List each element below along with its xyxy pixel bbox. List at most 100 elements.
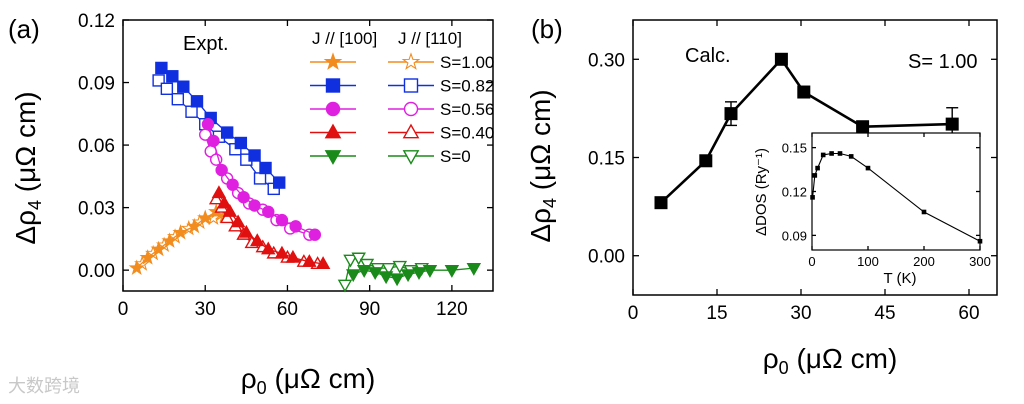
panel-b-ylabel: Δρ4 (μΩ cm) <box>525 89 560 242</box>
data-point-S=0.40-x100 <box>285 249 301 263</box>
data-point-S=0-x100 <box>389 273 405 287</box>
data-point-S=0.56-x100 <box>308 228 322 241</box>
inset-xtick-label: 300 <box>969 254 991 269</box>
panel-a: (a) 0 30 60 90 120 0.00 0.03 0.06 0.09 0.12 Expt.… <box>8 11 494 398</box>
series-line-S=0.56-x100 <box>207 124 316 236</box>
panel-b-xlabel: ρ0 (μΩ cm) <box>763 343 898 378</box>
inset-data-point <box>820 152 826 158</box>
data-point-S=0.82-x110 <box>253 172 267 185</box>
panel-b-xtick-label: 15 <box>706 303 727 324</box>
legend-header-110: J // [110] <box>398 29 462 48</box>
panel-b-ytick-label: 0.15 <box>588 149 625 170</box>
data-point-S=0.82-x100 <box>177 80 190 93</box>
data-point-S=1.00-x100 <box>186 217 203 234</box>
panel-a-frame <box>122 19 494 292</box>
inset-data-point <box>921 209 927 215</box>
expt-annotation: Expt. <box>183 33 229 55</box>
panel-b-xtick-label: 45 <box>874 303 895 324</box>
legend-label-S=0.56: S=0.56 <box>440 100 494 119</box>
data-point-S=0.40-x100 <box>222 204 238 217</box>
panel-b-axes: 0 15 30 45 60 0.00 0.15 0.30 <box>588 20 997 324</box>
data-point-S=0.40-x100 <box>250 233 265 247</box>
panel-a-ytick-label: 0.03 <box>78 199 115 220</box>
inset-ytick-label: 0.15 <box>782 141 807 156</box>
inset-data-point <box>848 154 854 159</box>
calc-data-point <box>774 52 788 66</box>
panel-a-xtick-label: 90 <box>359 299 380 320</box>
inset-line <box>812 152 981 242</box>
panel-a-xtick-label: 30 <box>195 299 216 320</box>
panel-b-xtick-label: 30 <box>790 303 811 324</box>
legend-marker-110-S=0.82 <box>403 78 419 93</box>
inset-data-point <box>815 165 820 171</box>
panel-a-axes: 0 30 60 90 120 0.00 0.03 0.06 0.09 0.12 <box>78 11 493 320</box>
data-point-S=0.40-x100 <box>217 195 232 209</box>
data-point-S=0.56-x100 <box>289 220 302 233</box>
data-point-S=0-x100 <box>400 269 416 283</box>
data-point-S=0.40-x100 <box>239 224 254 238</box>
panel-b-ytick-label: 0.00 <box>588 247 625 268</box>
legend-marker-110-S=0.56 <box>403 101 419 117</box>
inset-data-point <box>812 173 818 178</box>
panel-a-xtick-label: 0 <box>118 299 129 320</box>
inset-plot-area <box>810 151 983 244</box>
data-point-S=0-x110 <box>337 279 353 293</box>
calc-annotation: Calc. <box>685 45 731 67</box>
inset-frame <box>811 132 981 251</box>
data-point-S=0.40-x100 <box>211 185 227 199</box>
data-point-S=0-x100 <box>466 262 482 276</box>
calc-data-point <box>699 154 713 168</box>
inset-data-point <box>810 195 815 200</box>
panel-a-ytick-label: 0.06 <box>78 136 115 157</box>
calc-data-point <box>654 196 668 210</box>
data-point-S=0-x110 <box>392 260 408 274</box>
inset-data-point <box>865 165 871 171</box>
data-point-S=0.40-x100 <box>302 254 317 267</box>
data-point-S=0.56-x100 <box>275 213 289 227</box>
data-point-S=0.82-x100 <box>166 70 179 83</box>
data-point-S=0.82-x100 <box>273 176 286 189</box>
data-point-S=0.82-x100 <box>234 136 248 150</box>
data-point-S=0.56-x100 <box>237 190 250 204</box>
data-point-S=0-x110 <box>343 254 358 268</box>
data-point-S=0.56-x100 <box>201 118 215 131</box>
data-point-S=0.40-x100 <box>274 245 290 259</box>
inset-data-point <box>977 238 983 244</box>
inset-xlabel: T (K) <box>883 270 916 287</box>
data-point-S=0-x100 <box>444 265 460 278</box>
inset-xtick-label: 200 <box>913 254 935 269</box>
data-point-S=0-x100 <box>411 267 427 280</box>
inset-xtick-label: 0 <box>808 254 815 269</box>
panel-b-xtick-label: 0 <box>628 303 639 324</box>
data-point-S=0.82-x100 <box>190 95 204 108</box>
data-point-S=1.00-x100 <box>197 209 214 225</box>
data-point-S=0.40-x100 <box>261 241 276 255</box>
data-point-S=0.56-x100 <box>207 134 220 148</box>
legend-marker-110-S=0.40 <box>402 123 420 139</box>
data-point-S=0.40-x100 <box>230 214 246 228</box>
data-point-S=0-x100 <box>422 265 438 278</box>
calc-data-point <box>724 107 738 121</box>
data-point-S=0.82-x110 <box>160 82 174 95</box>
data-point-S=0-x110 <box>351 252 366 266</box>
data-point-S=1.00-x100 <box>150 240 167 257</box>
panel-a-ytick-label: 0.12 <box>78 11 115 32</box>
data-point-S=0-x110 <box>359 258 375 272</box>
inset-ytick-label: 0.09 <box>782 228 807 243</box>
legend-label-S=1.00: S=1.00 <box>440 53 494 72</box>
inset-xtick-label: 100 <box>857 254 879 269</box>
panel-a-ytick-label: 0.09 <box>78 74 115 95</box>
calc-data-point <box>945 117 959 131</box>
panel-b-xtick-label: 60 <box>958 303 979 324</box>
legend-marker-100-S=1.00 <box>323 52 343 70</box>
panel-a-xtick-label: 60 <box>277 299 298 320</box>
data-point-S=0-x100 <box>345 269 361 283</box>
panel-a-legend: S=1.00 S=0.82 S=0.56 S=0.40 S=0 <box>310 52 494 166</box>
panel-a-ylabel: Δρ4 (μΩ cm) <box>10 91 45 244</box>
data-point-S=0.40-x110 <box>219 210 235 224</box>
legend-header-100: J // [100] <box>312 29 377 48</box>
calc-data-point <box>797 85 811 99</box>
calc-data-point <box>856 120 870 134</box>
panel-a-label: (a) <box>8 14 40 44</box>
